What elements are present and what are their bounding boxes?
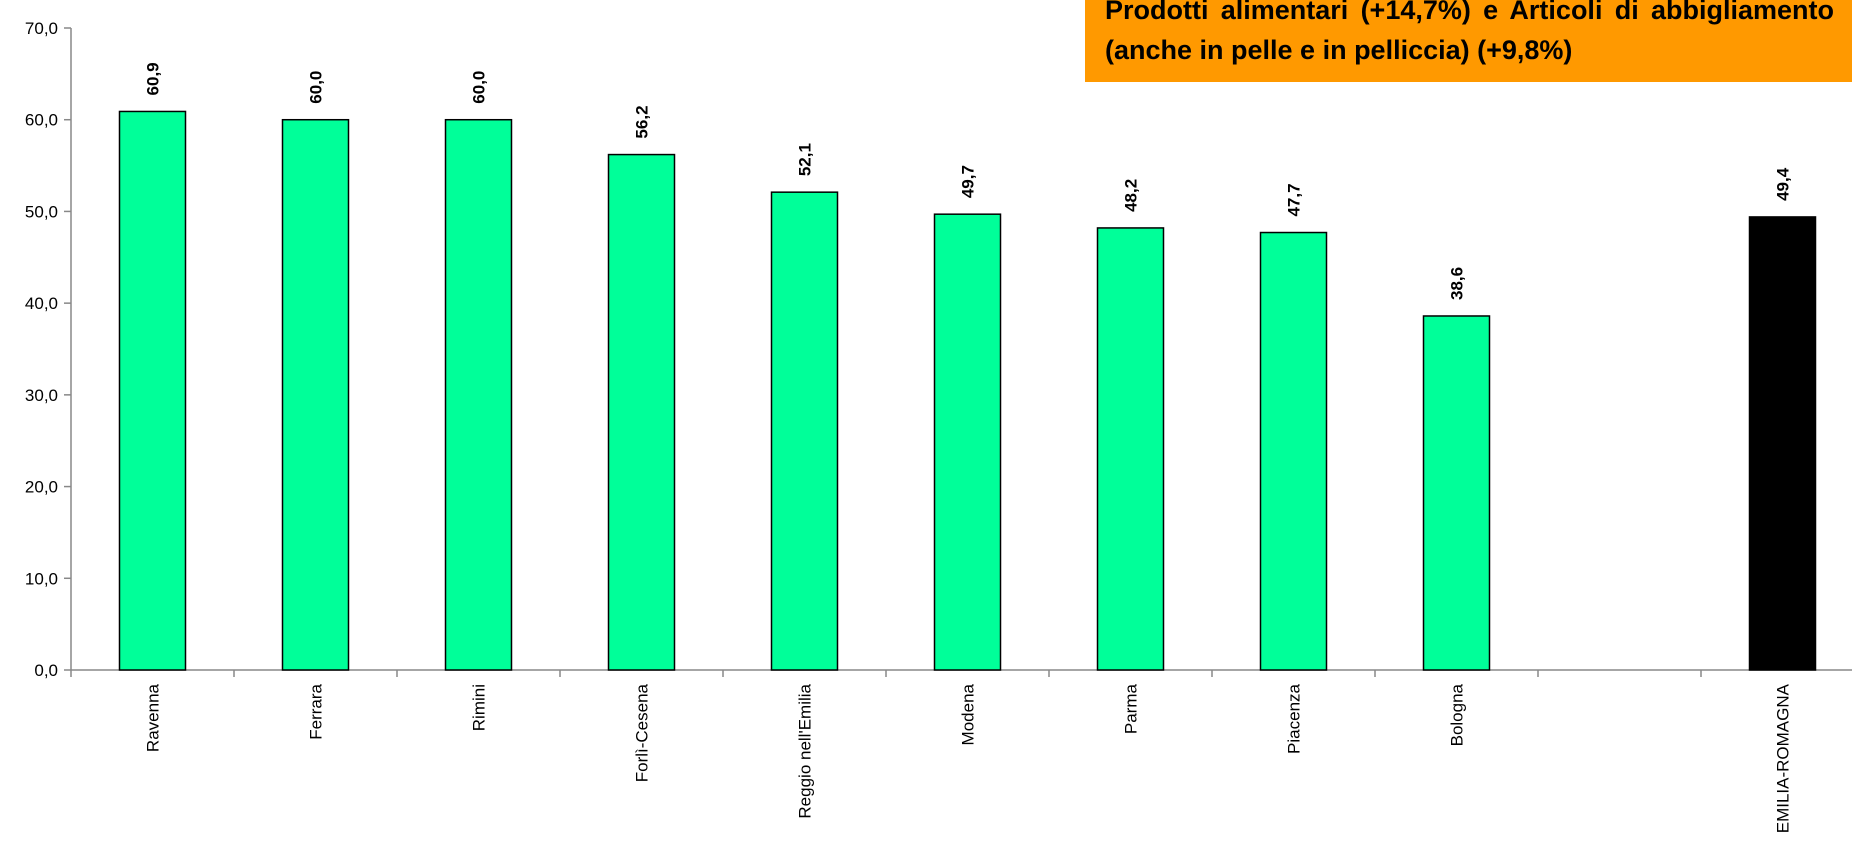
y-tick-label: 30,0: [25, 386, 58, 405]
bar: [770, 191, 839, 671]
y-tick-label: 50,0: [25, 202, 58, 221]
y-tick-label: 10,0: [25, 569, 58, 588]
data-label: 52,1: [796, 143, 815, 176]
x-tick-label: Bologna: [1448, 683, 1467, 746]
y-tick-label: 20,0: [25, 478, 58, 497]
data-label: 38,6: [1448, 267, 1467, 300]
y-tick-label: 70,0: [25, 19, 58, 38]
bar: [1096, 227, 1165, 671]
x-tick-label: EMILIA-ROMAGNA: [1774, 683, 1793, 833]
x-tick-label: Forlì-Cesena: [633, 683, 652, 782]
x-tick-label: Modena: [959, 683, 978, 745]
callout-text: Prodotti alimentari (+14,7%) e Articoli …: [1105, 0, 1834, 65]
bar: [1422, 315, 1491, 671]
y-tick-label: 40,0: [25, 294, 58, 313]
bar: [444, 118, 513, 671]
x-tick-label: Ravenna: [144, 683, 163, 752]
x-tick-label: Parma: [1122, 683, 1141, 734]
callout-box: Prodotti alimentari (+14,7%) e Articoli …: [1085, 0, 1852, 82]
y-tick-label: 60,0: [25, 111, 58, 130]
x-tick-label: Rimini: [470, 684, 489, 731]
bar: [118, 110, 187, 671]
y-tick-label: 0,0: [34, 661, 58, 680]
bar: [607, 153, 676, 671]
bar: [281, 118, 350, 671]
bar: [933, 213, 1002, 671]
data-label: 49,4: [1774, 167, 1793, 201]
data-label: 60,0: [470, 71, 489, 104]
data-label: 56,2: [633, 105, 652, 138]
data-label: 49,7: [959, 165, 978, 198]
x-tick-label: Reggio nell'Emilia: [796, 683, 815, 818]
bar: [1748, 216, 1817, 671]
x-tick-label: Ferrara: [307, 683, 326, 739]
data-label: 60,0: [307, 71, 326, 104]
x-tick-label: Piacenza: [1285, 683, 1304, 753]
data-label: 60,9: [144, 62, 163, 95]
data-label: 48,2: [1122, 179, 1141, 212]
data-label: 47,7: [1285, 183, 1304, 216]
bar: [1259, 231, 1328, 671]
